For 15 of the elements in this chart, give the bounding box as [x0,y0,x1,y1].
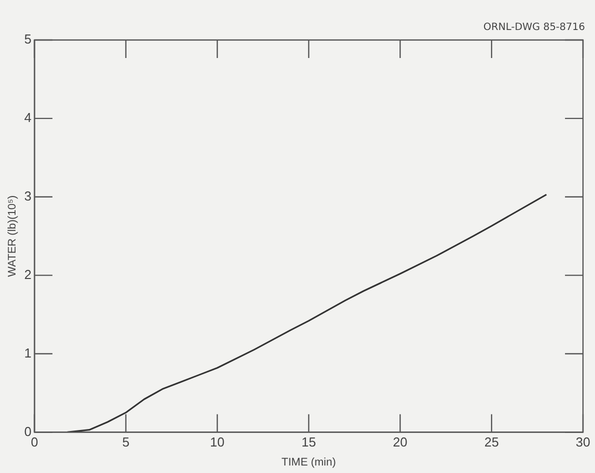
y-tick-label: 3 [24,188,32,204]
y-tick-label: 1 [24,345,32,360]
y-tick-label: 5 [24,32,32,47]
y-tick-label: 0 [24,424,32,439]
x-tick-label: 20 [392,434,408,450]
x-tick-label: 10 [210,434,225,450]
y-tick-label: 4 [24,110,32,126]
text: ORNL-DWG 85-8716 [483,22,585,33]
y-axis-title: WATER (lb)(10⁵) [6,195,19,277]
x-axis-title: TIME (min) [282,456,336,468]
x-tick-label: 25 [484,434,499,450]
x-tick-label: 30 [576,434,590,450]
x-tick-label: 15 [301,434,316,450]
x-tick-label: 5 [122,434,130,450]
y-tick-label: 2 [24,266,32,282]
